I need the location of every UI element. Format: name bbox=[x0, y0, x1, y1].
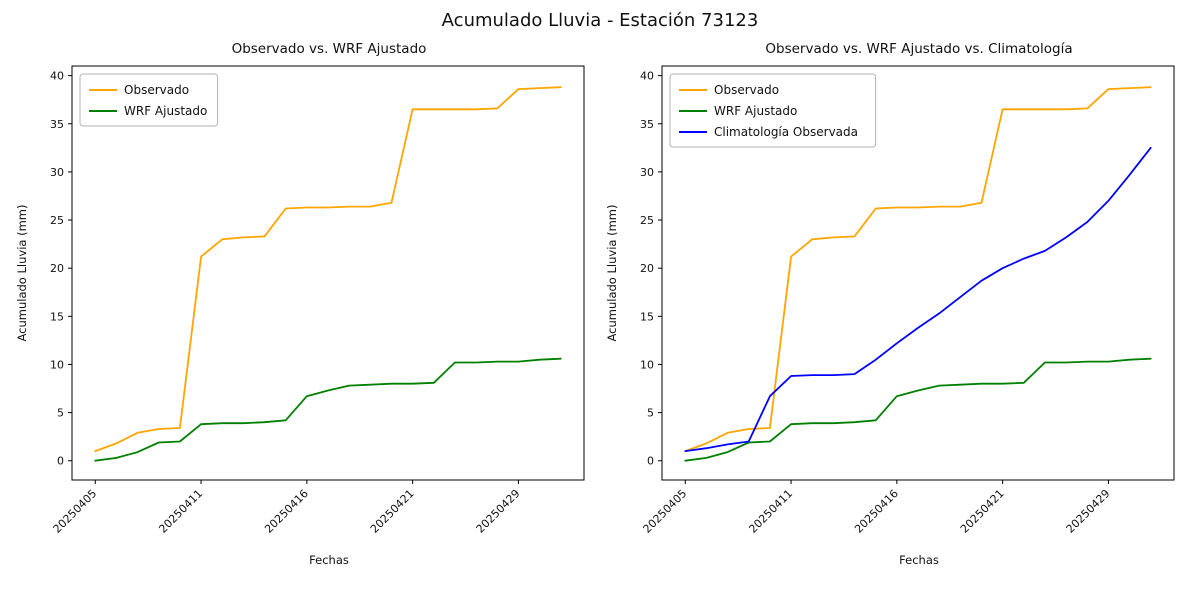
axes-frame bbox=[71, 65, 585, 481]
x-tick-label: 20250429 bbox=[1064, 487, 1113, 536]
series-line-observado bbox=[94, 86, 562, 453]
x-tick-label: 20250416 bbox=[852, 487, 901, 536]
y-tick-label: 35 bbox=[640, 118, 654, 131]
x-tick-label: 20250405 bbox=[51, 487, 100, 536]
y-tick-label: 40 bbox=[640, 70, 654, 83]
subplot-left: Observado vs. WRF Ajustado Acumulado Llu… bbox=[10, 38, 600, 567]
series-line-observado bbox=[684, 86, 1152, 453]
legend-box bbox=[79, 73, 219, 127]
y-tick-label: 25 bbox=[640, 214, 654, 227]
legend-label-wrf-ajustado: WRF Ajustado bbox=[124, 104, 207, 118]
legend-label-observado: Observado bbox=[714, 83, 779, 97]
legend-label-wrf-ajustado: WRF Ajustado bbox=[714, 104, 797, 118]
legend-label-climatolog-a-observada: Climatología Observada bbox=[714, 125, 858, 139]
x-tick-label: 20250421 bbox=[958, 487, 1007, 536]
x-tick-label: 20250405 bbox=[641, 487, 690, 536]
subplot-left-plot: 0 5 10 15 20 25 30 35 40 20250405 20250411 20250416… bbox=[50, 65, 585, 536]
x-tick-label: 20250429 bbox=[474, 487, 523, 536]
y-tick-label: 15 bbox=[640, 310, 654, 323]
y-tick-label: 5 bbox=[647, 407, 654, 420]
y-tick-label: 20 bbox=[640, 262, 654, 275]
subplot-right-plot: 0 5 10 15 20 25 30 35 40 20250405 20250411 20250416… bbox=[640, 65, 1175, 536]
subplot-right: Observado vs. WRF Ajustado vs. Climatolo… bbox=[600, 38, 1190, 567]
series-line-wrf-ajustado bbox=[94, 357, 562, 462]
subplot-left-xlabel: Fechas bbox=[309, 553, 349, 567]
legend-box bbox=[669, 73, 877, 148]
x-tick-label: 20250411 bbox=[746, 487, 795, 536]
y-tick-label: 25 bbox=[50, 214, 64, 227]
axes-frame bbox=[661, 65, 1175, 481]
x-tick-label: 20250421 bbox=[368, 487, 417, 536]
series-line-wrf-ajustado bbox=[684, 357, 1152, 462]
y-tick-label: 30 bbox=[640, 166, 654, 179]
subplot-right-title: Observado vs. WRF Ajustado vs. Climatolo… bbox=[765, 41, 1073, 57]
y-tick-label: 35 bbox=[50, 118, 64, 131]
y-tick-label: 5 bbox=[57, 407, 64, 420]
x-tick-label: 20250416 bbox=[262, 487, 311, 536]
y-tick-label: 30 bbox=[50, 166, 64, 179]
subplot-left-title: Observado vs. WRF Ajustado bbox=[231, 41, 427, 57]
subplot-row: Observado vs. WRF Ajustado Acumulado Llu… bbox=[0, 38, 1200, 567]
series-line-climatolog-a-observada bbox=[684, 146, 1152, 453]
subplot-right-xlabel: Fechas bbox=[899, 553, 939, 567]
y-tick-label: 20 bbox=[50, 262, 64, 275]
y-tick-label: 10 bbox=[50, 358, 64, 371]
y-tick-label: 15 bbox=[50, 310, 64, 323]
y-tick-label: 0 bbox=[647, 455, 654, 468]
legend-label-observado: Observado bbox=[124, 83, 189, 97]
y-tick-label: 40 bbox=[50, 70, 64, 83]
figure-title: Acumulado Lluvia - Estación 73123 bbox=[441, 10, 759, 31]
y-tick-label: 0 bbox=[57, 455, 64, 468]
x-tick-label: 20250411 bbox=[156, 487, 205, 536]
y-tick-label: 10 bbox=[640, 358, 654, 371]
